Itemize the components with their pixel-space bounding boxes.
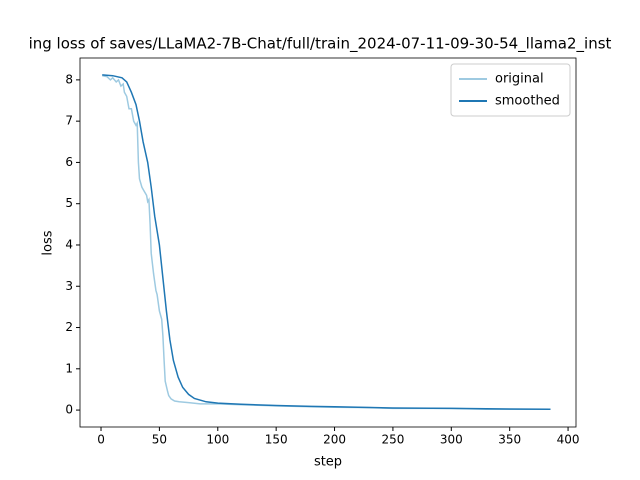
x-tick-label: 200	[323, 433, 346, 447]
legend-label: original	[495, 72, 544, 87]
chart-title: ing loss of saves/LLaMA2-7B-Chat/full/tr…	[29, 35, 612, 54]
x-tick-label: 150	[265, 433, 288, 447]
x-tick-label: 350	[498, 433, 521, 447]
x-tick-label: 300	[440, 433, 463, 447]
line-series	[102, 74, 551, 411]
x-tick-label: 400	[557, 433, 580, 447]
legend-label: smoothed	[495, 94, 560, 109]
y-tick-label: 2	[65, 320, 73, 334]
x-tick-label: 0	[97, 433, 105, 447]
x-tick-label: 50	[152, 433, 167, 447]
y-tick-label: 8	[65, 72, 73, 86]
x-tick-label: 250	[381, 433, 404, 447]
y-tick-label: 7	[65, 114, 73, 128]
y-tick-label: 5	[65, 196, 73, 210]
plot-frame	[79, 57, 577, 428]
y-tick-label: 4	[65, 237, 73, 251]
x-tick-label: 100	[206, 433, 229, 447]
legend-box	[450, 63, 571, 117]
y-tick-label: 3	[65, 279, 73, 293]
x-axis-label: step	[314, 455, 342, 470]
y-tick-label: 6	[65, 155, 73, 169]
y-tick-label: 0	[65, 403, 73, 417]
y-tick-label: 1	[65, 361, 73, 375]
y-axis-label: loss	[41, 230, 56, 255]
